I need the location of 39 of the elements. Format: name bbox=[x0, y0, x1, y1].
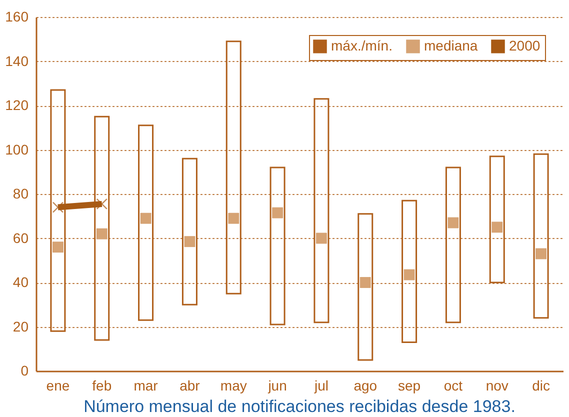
y-tick-label: 140 bbox=[5, 52, 29, 69]
point bbox=[360, 277, 371, 288]
y-tick-label: 80 bbox=[12, 186, 29, 202]
x-tick-label: abr bbox=[180, 378, 200, 394]
legend-label: máx./mín. bbox=[331, 37, 392, 54]
y-tick-label: 20 bbox=[12, 318, 29, 334]
point bbox=[52, 242, 64, 253]
point bbox=[140, 212, 152, 224]
point bbox=[96, 228, 108, 240]
point bbox=[52, 202, 64, 213]
legend-label: mediana bbox=[424, 37, 478, 54]
x-tick-label: mar bbox=[134, 378, 158, 394]
y-tick-label: 0 bbox=[20, 362, 29, 378]
point bbox=[184, 236, 196, 248]
legend-label: 2000 bbox=[509, 37, 540, 54]
y-tick-label: 100 bbox=[5, 141, 29, 158]
point bbox=[228, 212, 240, 224]
x-tick-label: may bbox=[220, 378, 247, 394]
point bbox=[316, 232, 327, 244]
y-tick-label: 60 bbox=[12, 230, 29, 246]
y-tick-label: 120 bbox=[5, 97, 29, 113]
x-tick-label: oct bbox=[444, 378, 463, 394]
x-tick-label: nov bbox=[486, 378, 508, 394]
point bbox=[404, 269, 415, 280]
point bbox=[96, 198, 108, 210]
x-tick-label: feb bbox=[92, 378, 112, 394]
point bbox=[448, 217, 459, 228]
x-tick-label: ene bbox=[46, 378, 70, 394]
y-tick-label: 160 bbox=[5, 8, 29, 24]
point bbox=[536, 248, 547, 260]
x-tick-label: jun bbox=[267, 378, 287, 394]
x-tick-label: sep bbox=[398, 378, 421, 394]
point bbox=[272, 207, 284, 218]
x-tick-label: jul bbox=[313, 378, 328, 394]
x-tick-label: dic bbox=[532, 378, 550, 394]
x-tick-label: ago bbox=[354, 378, 378, 394]
point bbox=[492, 222, 503, 233]
text: Número mensual de notificaciones recibidas desde 1983. bbox=[84, 397, 516, 416]
y-tick-label: 40 bbox=[12, 274, 29, 290]
